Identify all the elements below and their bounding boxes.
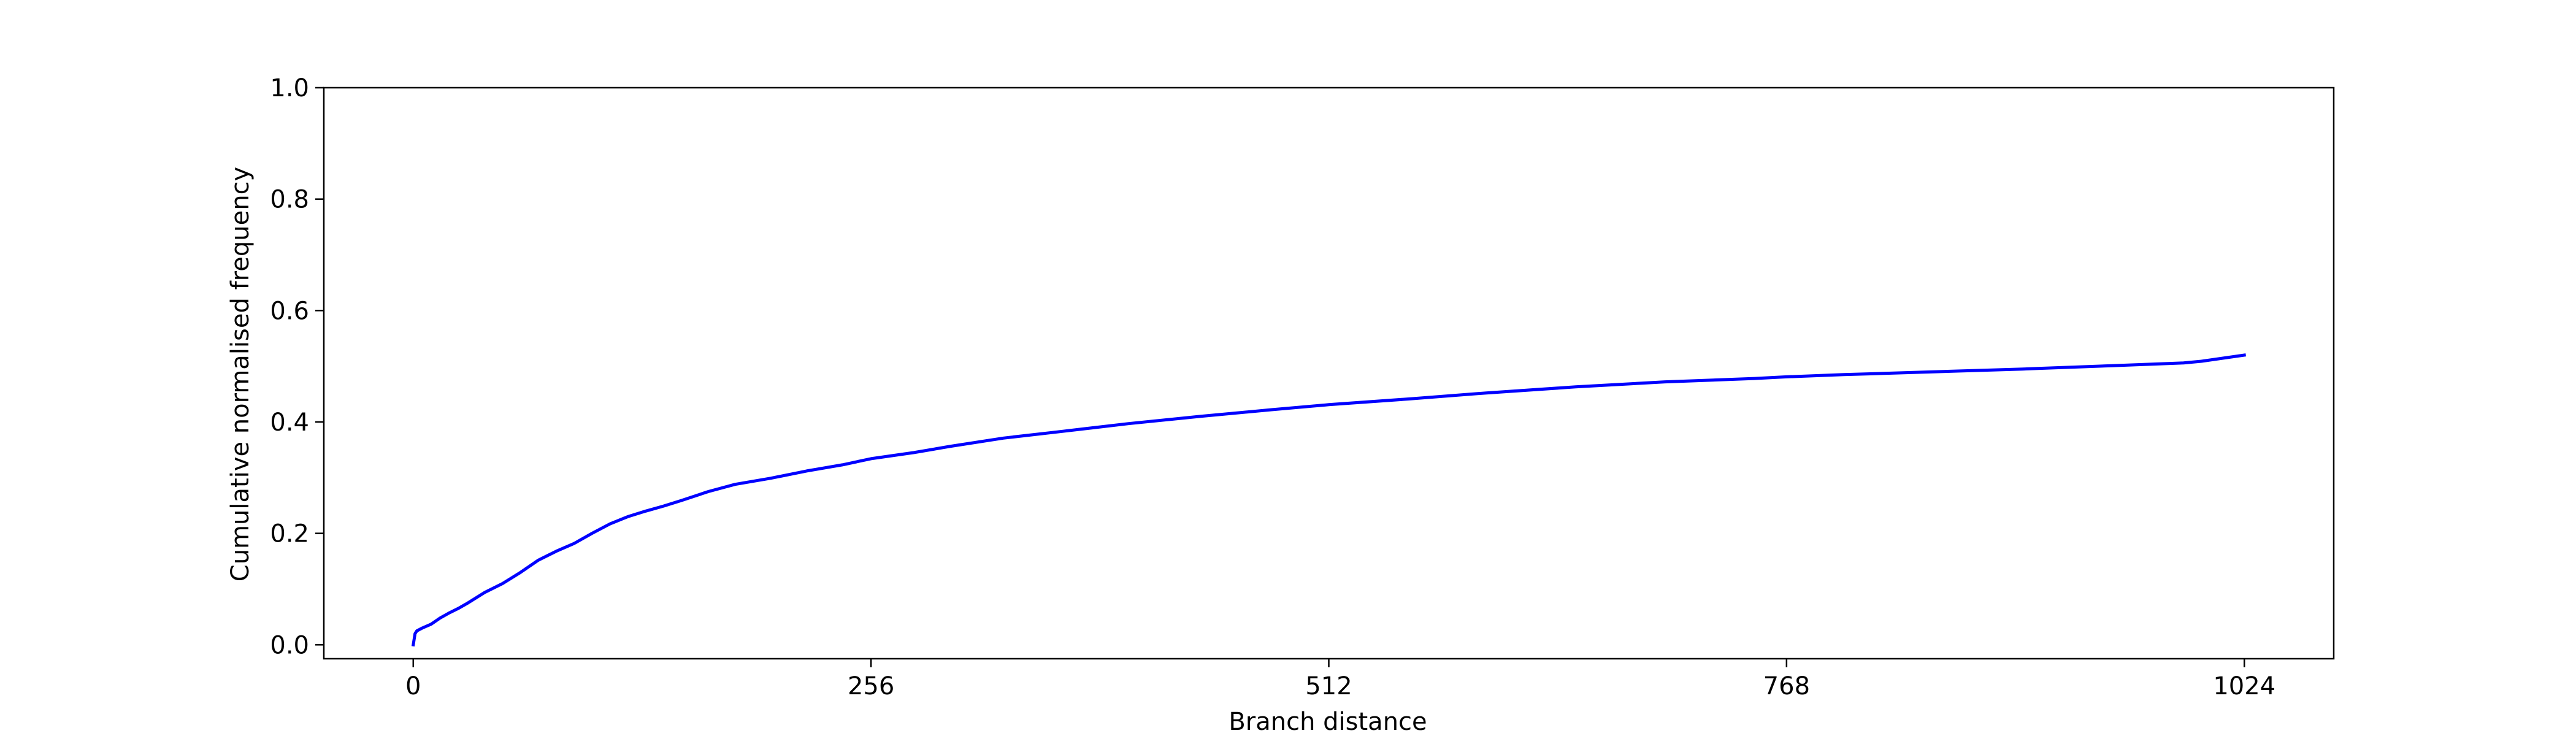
y-tick-label: 0.4 bbox=[270, 408, 309, 437]
data-layer bbox=[411, 353, 2247, 647]
y-axis: 0.0 0.2 0.4 0.6 0.8 1.0 bbox=[270, 74, 324, 659]
y-tick-label: 0.6 bbox=[270, 297, 309, 325]
x-axis-title: Branch distance bbox=[1229, 708, 1427, 736]
x-tick-label: 512 bbox=[1305, 672, 1352, 700]
plot-frame bbox=[323, 86, 2335, 660]
x-tick-label: 0 bbox=[405, 672, 421, 700]
y-axis-title: Cumulative normalised frequency bbox=[226, 167, 255, 581]
series-line-0 bbox=[411, 353, 2247, 647]
x-axis: 0 256 512 768 1024 bbox=[405, 659, 2275, 700]
x-tick-label: 1024 bbox=[2213, 672, 2275, 700]
y-tick-label: 0.2 bbox=[270, 520, 309, 548]
y-tick-label: 0.0 bbox=[270, 631, 309, 659]
x-tick-label: 768 bbox=[1763, 672, 1810, 700]
plot-area bbox=[323, 86, 2335, 660]
y-tick-label: 1.0 bbox=[270, 74, 309, 102]
y-tick-label: 0.8 bbox=[270, 186, 309, 214]
x-tick-label: 256 bbox=[848, 672, 894, 700]
